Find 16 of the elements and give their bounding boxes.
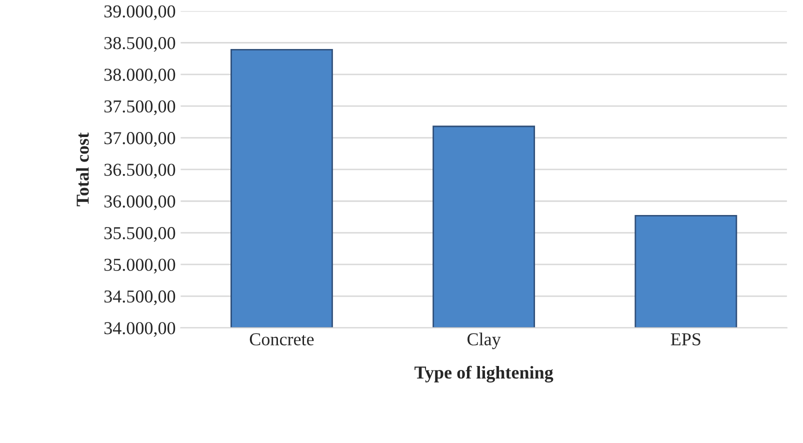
x-tick-label: Clay <box>468 332 501 350</box>
y-tick-label: 38.000,00 <box>104 68 176 84</box>
y-tick-label: 39.000,00 <box>104 5 176 20</box>
y-axis-title: Total cost <box>76 132 89 206</box>
x-tick-label: Concrete <box>250 333 314 346</box>
y-tick-label: 38.500,00 <box>104 37 176 52</box>
y-tick-label: 35.500,00 <box>104 227 176 242</box>
y-tick-label: 35.000,00 <box>104 258 176 274</box>
y-tick-label: 37.500,00 <box>104 100 176 116</box>
y-tick-label: 36.000,00 <box>104 195 176 210</box>
x-tick-label: EPS <box>670 333 700 346</box>
y-tick-label: 36.500,00 <box>104 164 176 178</box>
y-tick-label: 34.500,00 <box>104 290 176 306</box>
x-axis-title: Type of lightening <box>414 366 554 382</box>
y-tick-label: 37.000,00 <box>104 132 176 147</box>
y-tick-label: 34.000,00 <box>104 322 176 337</box>
